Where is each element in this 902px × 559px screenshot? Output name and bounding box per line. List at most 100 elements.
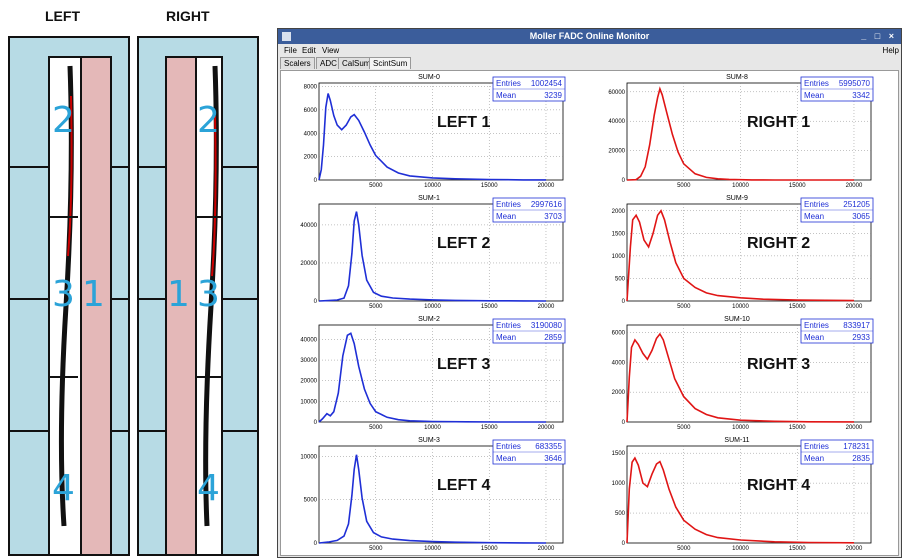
left-tick-2 bbox=[48, 376, 78, 378]
stats-entries-value: 2997616 bbox=[531, 200, 563, 209]
y-tick-label: 500 bbox=[615, 276, 626, 282]
y-tick-label: 4000 bbox=[612, 360, 626, 366]
right-module-number-2: 2 bbox=[197, 100, 220, 141]
stats-entries-label: Entries bbox=[496, 200, 521, 209]
histogram-title: SUM-9 bbox=[726, 195, 748, 202]
x-tick-label: 20000 bbox=[846, 304, 863, 310]
y-tick-label: 40000 bbox=[300, 223, 317, 229]
x-tick-label: 5000 bbox=[369, 183, 383, 189]
y-tick-label: 30000 bbox=[300, 358, 317, 364]
y-tick-label: 0 bbox=[314, 178, 318, 184]
stats-mean-label: Mean bbox=[804, 333, 824, 342]
tab-scintsum[interactable]: ScintSum bbox=[369, 57, 412, 69]
overlay-label: LEFT 3 bbox=[437, 356, 490, 373]
x-tick-label: 10000 bbox=[424, 304, 441, 310]
stats-mean-value: 3703 bbox=[544, 212, 562, 221]
overlay-label: RIGHT 4 bbox=[747, 477, 810, 494]
stats-mean-label: Mean bbox=[496, 212, 516, 221]
stats-mean-value: 3646 bbox=[544, 454, 562, 463]
histogram-curve-left bbox=[318, 93, 546, 181]
histogram-curve-right bbox=[626, 209, 855, 302]
x-tick-label: 5000 bbox=[369, 546, 383, 552]
y-tick-label: 20000 bbox=[300, 261, 317, 267]
y-tick-label: 0 bbox=[622, 420, 626, 426]
y-tick-label: 4000 bbox=[304, 131, 318, 137]
y-tick-label: 2000 bbox=[612, 390, 626, 396]
x-tick-label: 5000 bbox=[677, 183, 691, 189]
x-tick-label: 5000 bbox=[369, 425, 383, 431]
histogram-curve-left bbox=[318, 332, 546, 423]
window-titlebar[interactable]: Moller FADC Online Monitor _ □ × bbox=[278, 29, 901, 44]
left-module-number-3: 3 bbox=[52, 274, 75, 315]
y-tick-label: 10000 bbox=[300, 454, 317, 460]
x-tick-label: 20000 bbox=[538, 425, 555, 431]
stats-entries-value: 683355 bbox=[535, 442, 562, 451]
stats-mean-label: Mean bbox=[496, 91, 516, 100]
histogram-title: SUM-2 bbox=[418, 316, 440, 323]
menu-help[interactable]: Help bbox=[882, 46, 899, 55]
x-tick-label: 15000 bbox=[481, 546, 498, 552]
x-tick-label: 20000 bbox=[846, 425, 863, 431]
x-tick-label: 10000 bbox=[424, 183, 441, 189]
y-tick-label: 40000 bbox=[300, 337, 317, 343]
y-tick-label: 0 bbox=[314, 299, 318, 305]
y-tick-label: 8000 bbox=[304, 85, 318, 91]
histogram-canvas[interactable]: SUM-0 5000 10000 15000 20000 0 2000 4000 6000 800… bbox=[280, 70, 899, 556]
overlay-label: LEFT 4 bbox=[437, 477, 490, 494]
stats-mean-value: 3342 bbox=[852, 91, 870, 100]
stats-entries-label: Entries bbox=[804, 321, 829, 330]
histogram-curve-right bbox=[626, 456, 855, 544]
right-module-number-4: 4 bbox=[197, 468, 220, 509]
y-tick-label: 0 bbox=[314, 420, 318, 426]
menu-edit[interactable]: Edit bbox=[302, 46, 316, 55]
right-tick-2 bbox=[195, 376, 221, 378]
x-tick-label: 20000 bbox=[538, 546, 555, 552]
left-hit-stripe bbox=[58, 65, 74, 527]
menu-file[interactable]: File bbox=[284, 46, 297, 55]
y-tick-label: 40000 bbox=[608, 119, 625, 125]
window-controls[interactable]: _ □ × bbox=[861, 31, 897, 41]
overlay-label: RIGHT 1 bbox=[747, 114, 810, 131]
y-tick-label: 0 bbox=[622, 541, 626, 547]
tab-scalers[interactable]: Scalers bbox=[280, 57, 315, 69]
histogram-title: SUM-3 bbox=[418, 437, 440, 444]
histogram-title: SUM-1 bbox=[418, 195, 440, 202]
y-tick-label: 6000 bbox=[304, 108, 318, 114]
y-tick-label: 0 bbox=[314, 541, 318, 547]
left-title: LEFT bbox=[45, 8, 80, 24]
x-tick-label: 20000 bbox=[538, 304, 555, 310]
x-tick-label: 5000 bbox=[677, 304, 691, 310]
x-tick-label: 20000 bbox=[538, 183, 555, 189]
y-tick-label: 1000 bbox=[612, 481, 626, 487]
stats-mean-value: 3239 bbox=[544, 91, 562, 100]
stats-entries-value: 251205 bbox=[843, 200, 870, 209]
y-tick-label: 5000 bbox=[304, 498, 318, 504]
x-tick-label: 10000 bbox=[732, 425, 749, 431]
x-tick-label: 15000 bbox=[789, 546, 806, 552]
stats-mean-label: Mean bbox=[804, 212, 824, 221]
y-tick-label: 20000 bbox=[300, 379, 317, 385]
stats-mean-value: 3065 bbox=[852, 212, 870, 221]
stats-entries-value: 1002454 bbox=[531, 79, 563, 88]
x-tick-label: 15000 bbox=[789, 304, 806, 310]
y-tick-label: 0 bbox=[622, 178, 626, 184]
overlay-label: RIGHT 3 bbox=[747, 356, 810, 373]
y-tick-label: 2000 bbox=[612, 209, 626, 215]
x-tick-label: 10000 bbox=[424, 425, 441, 431]
x-tick-label: 10000 bbox=[732, 304, 749, 310]
y-tick-label: 1500 bbox=[612, 231, 626, 237]
menu-view[interactable]: View bbox=[322, 46, 340, 55]
stats-mean-value: 2835 bbox=[852, 454, 870, 463]
x-tick-label: 15000 bbox=[481, 425, 498, 431]
right-module-number-1: 1 bbox=[167, 274, 190, 315]
y-tick-label: 0 bbox=[622, 299, 626, 305]
y-tick-label: 10000 bbox=[300, 399, 317, 405]
app-icon[interactable] bbox=[282, 32, 291, 41]
overlay-label: LEFT 1 bbox=[437, 114, 490, 131]
menu-bar: File Edit View Help bbox=[278, 44, 901, 57]
stats-entries-label: Entries bbox=[496, 321, 521, 330]
x-tick-label: 15000 bbox=[789, 183, 806, 189]
stats-mean-value: 2933 bbox=[852, 333, 870, 342]
right-detector-panel: 2 1 3 4 bbox=[137, 36, 259, 556]
